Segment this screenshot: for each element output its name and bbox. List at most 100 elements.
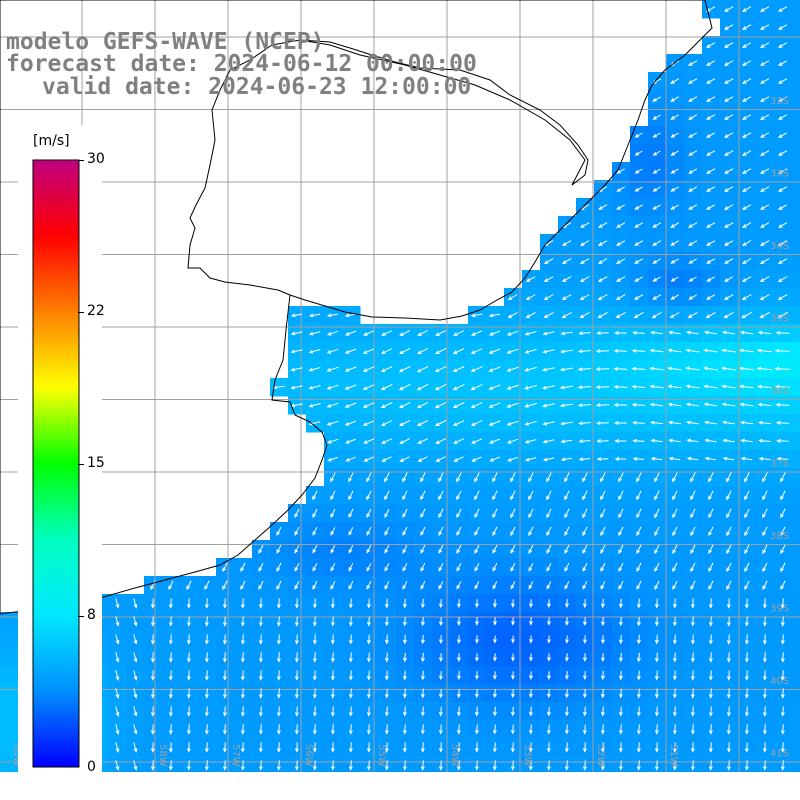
longitude-label: 53W (522, 744, 533, 767)
wind-arrow (542, 367, 555, 372)
wind-arrow (634, 186, 643, 192)
wind-arrow (741, 311, 752, 319)
wind-arrow (524, 439, 537, 444)
wind-arrow (780, 760, 785, 771)
wind-arrow (402, 724, 407, 735)
wind-arrow (308, 313, 321, 318)
wind-arrow (618, 652, 623, 663)
wind-arrow (758, 456, 771, 461)
wind-arrow (384, 724, 389, 735)
wind-arrow (780, 616, 785, 627)
wind-arrow (672, 724, 677, 735)
wind-arrow (652, 258, 661, 264)
wind-arrow (688, 258, 697, 264)
wind-arrow (722, 438, 735, 443)
wind-arrow (115, 760, 120, 771)
wind-speed-cell (0, 630, 19, 649)
wind-arrow (492, 706, 497, 717)
wind-arrow (438, 670, 443, 681)
wind-arrow (649, 348, 664, 353)
wind-arrow (222, 688, 227, 699)
wind-arrow (778, 96, 788, 102)
wind-arrow (470, 348, 483, 354)
wind-arrow (708, 652, 713, 663)
wind-arrow (777, 276, 788, 283)
wind-arrow (739, 402, 754, 407)
wind-arrow (778, 132, 788, 138)
wind-arrow (133, 706, 138, 717)
wind-arrow (330, 760, 335, 771)
wind-arrow (756, 366, 773, 371)
wind-arrow (744, 742, 749, 753)
wind-arrow (546, 724, 551, 735)
wind-arrow (724, 168, 734, 174)
wind-arrow (739, 420, 753, 425)
wind-arrow (582, 760, 587, 771)
wind-arrow (649, 402, 664, 407)
wind-arrow (724, 6, 734, 12)
wind-arrow (744, 544, 750, 555)
wind-arrow (618, 508, 624, 519)
wind-arrow (366, 563, 372, 572)
wind-arrow (543, 276, 554, 282)
colorbar-unit: [m/s] (33, 133, 70, 149)
wind-arrow (348, 652, 353, 663)
wind-arrow (636, 706, 641, 717)
wind-arrow (258, 706, 263, 717)
wind-arrow (742, 42, 752, 48)
wind-arrow (688, 168, 698, 174)
wind-arrow (470, 420, 483, 426)
wind-arrow (616, 276, 626, 282)
coastline-path (0, 0, 713, 615)
wind-arrow (456, 617, 461, 626)
wind-arrow (600, 508, 606, 519)
wind-arrow (438, 617, 443, 627)
wind-arrow (474, 742, 479, 753)
wind-arrow (614, 438, 627, 443)
wind-arrow (690, 544, 696, 555)
wind-arrow (546, 688, 551, 699)
wind-arrow (402, 688, 407, 699)
wind-arrow (618, 706, 623, 717)
wind-arrow (688, 150, 698, 156)
wind-arrow (744, 562, 750, 573)
wind-arrow (168, 706, 173, 717)
wind-arrow (276, 580, 282, 590)
wind-arrow (510, 706, 515, 717)
wind-arrow (348, 527, 354, 536)
wind-arrow (528, 526, 534, 537)
wind-arrow (744, 472, 750, 483)
wind-arrow (600, 670, 605, 681)
wind-arrow (348, 760, 353, 771)
wind-speed-cell (792, 558, 800, 577)
wind-arrow (724, 186, 734, 192)
wind-arrow (222, 724, 227, 735)
wind-arrow (652, 240, 662, 246)
wind-arrow (133, 598, 138, 609)
wind-arrow (708, 544, 714, 555)
wind-arrow (348, 688, 353, 699)
wind-arrow (438, 581, 444, 590)
wind-arrow (560, 331, 573, 336)
wind-arrow (330, 490, 336, 501)
wind-arrow (528, 472, 534, 483)
wind-arrow (438, 688, 443, 699)
wind-speed-cell (792, 288, 800, 307)
wind-arrow (543, 294, 554, 301)
wind-arrow (240, 634, 245, 645)
wind-arrow (670, 168, 679, 174)
wind-arrow (778, 204, 788, 210)
wind-arrow (564, 742, 569, 753)
wind-arrow (706, 78, 716, 84)
wind-arrow (776, 438, 789, 443)
wind-arrow (688, 114, 698, 120)
wind-arrow (528, 544, 534, 555)
wind-arrow (724, 114, 734, 120)
wind-arrow (348, 490, 354, 501)
wind-arrow (546, 581, 552, 590)
wind-arrow (507, 294, 518, 301)
wind-arrow (344, 348, 357, 354)
latitude-label: 35S (770, 314, 789, 325)
wind-arrow (688, 240, 698, 246)
wind-arrow (344, 330, 357, 336)
